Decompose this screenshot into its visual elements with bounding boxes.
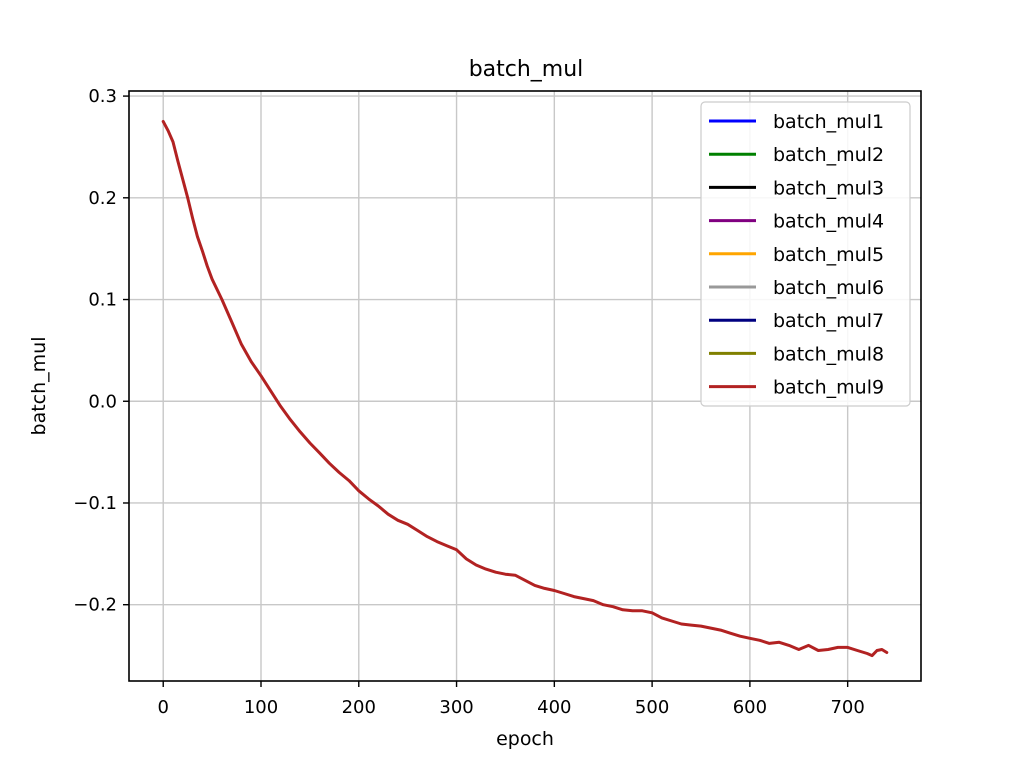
y-tick-label: 0.0 [88, 391, 117, 412]
y-tick-label: 0.1 [88, 290, 117, 311]
x-tick-label: 0 [157, 697, 168, 718]
legend-label: batch_mul6 [773, 277, 884, 299]
series-line-batch_mul9 [161, 120, 889, 658]
x-tick-label: 600 [733, 697, 767, 718]
x-tick-label: 200 [342, 697, 376, 718]
legend: batch_mul1 batch_mul2 batch_mul3 batch_mul4… [700, 101, 911, 407]
legend-label: batch_mul2 [773, 144, 884, 166]
y-tick-label: 0.2 [88, 188, 117, 209]
legend-label: batch_mul5 [773, 244, 884, 266]
y-tick-label: 0.3 [88, 86, 117, 107]
x-tick-label: 100 [244, 697, 278, 718]
legend-label: batch_mul3 [773, 177, 884, 199]
x-axis: 0 100 200 300 400 500 600 700 [157, 681, 865, 718]
plot-frame [128, 90, 922, 682]
legend-label: batch_mul7 [773, 310, 884, 332]
x-tick-label: 400 [537, 697, 571, 718]
legend-label: batch_mul1 [773, 111, 884, 133]
x-tick-label: 300 [439, 697, 473, 718]
y-axis-title: batch_mul [28, 337, 50, 436]
y-tick-label: −0.2 [73, 595, 117, 616]
legend-box [700, 101, 911, 407]
y-axis: 0.3 0.2 0.1 0.0 −0.1 −0.2 [73, 86, 129, 616]
y-tick-label: −0.1 [73, 493, 117, 514]
series-layer [161, 120, 889, 658]
legend-label: batch_mul4 [773, 211, 884, 233]
legend-label: batch_mul9 [773, 377, 884, 399]
chart-title: batch_mul [469, 57, 584, 82]
legend-label: batch_mul8 [773, 343, 884, 365]
x-axis-title: epoch [496, 728, 554, 750]
x-tick-label: 500 [635, 697, 669, 718]
x-tick-label: 700 [830, 697, 864, 718]
